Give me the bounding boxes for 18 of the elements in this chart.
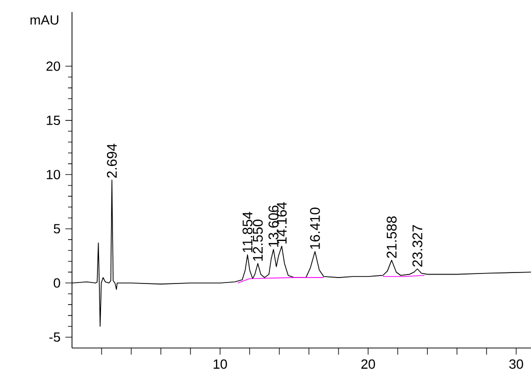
y-tick-label: 15 [46, 116, 60, 126]
annotation: 11.854 [242, 212, 252, 252]
annotation: 12.550 [252, 220, 263, 261]
annotation: 16.410 [310, 208, 320, 249]
y-tick-label: -5 [49, 332, 60, 342]
y-tick-label: 0 [54, 278, 60, 288]
annotation: 2.694 [106, 144, 117, 178]
annotation: 21.588 [386, 216, 397, 258]
annotation: 23.327 [412, 225, 422, 267]
annotation: 13.606 [268, 206, 278, 247]
annotation: 14.164 [276, 202, 287, 244]
x-tick-label: 20 [361, 359, 376, 369]
y-tick-label: 10 [46, 170, 60, 180]
y-tick-label: 5 [54, 224, 60, 234]
x-tick-label: 30 [509, 359, 524, 369]
y-tick-label: 20 [46, 61, 60, 71]
y-axis-title: mAU [30, 15, 58, 25]
x-tick-label: 10 [214, 359, 227, 369]
